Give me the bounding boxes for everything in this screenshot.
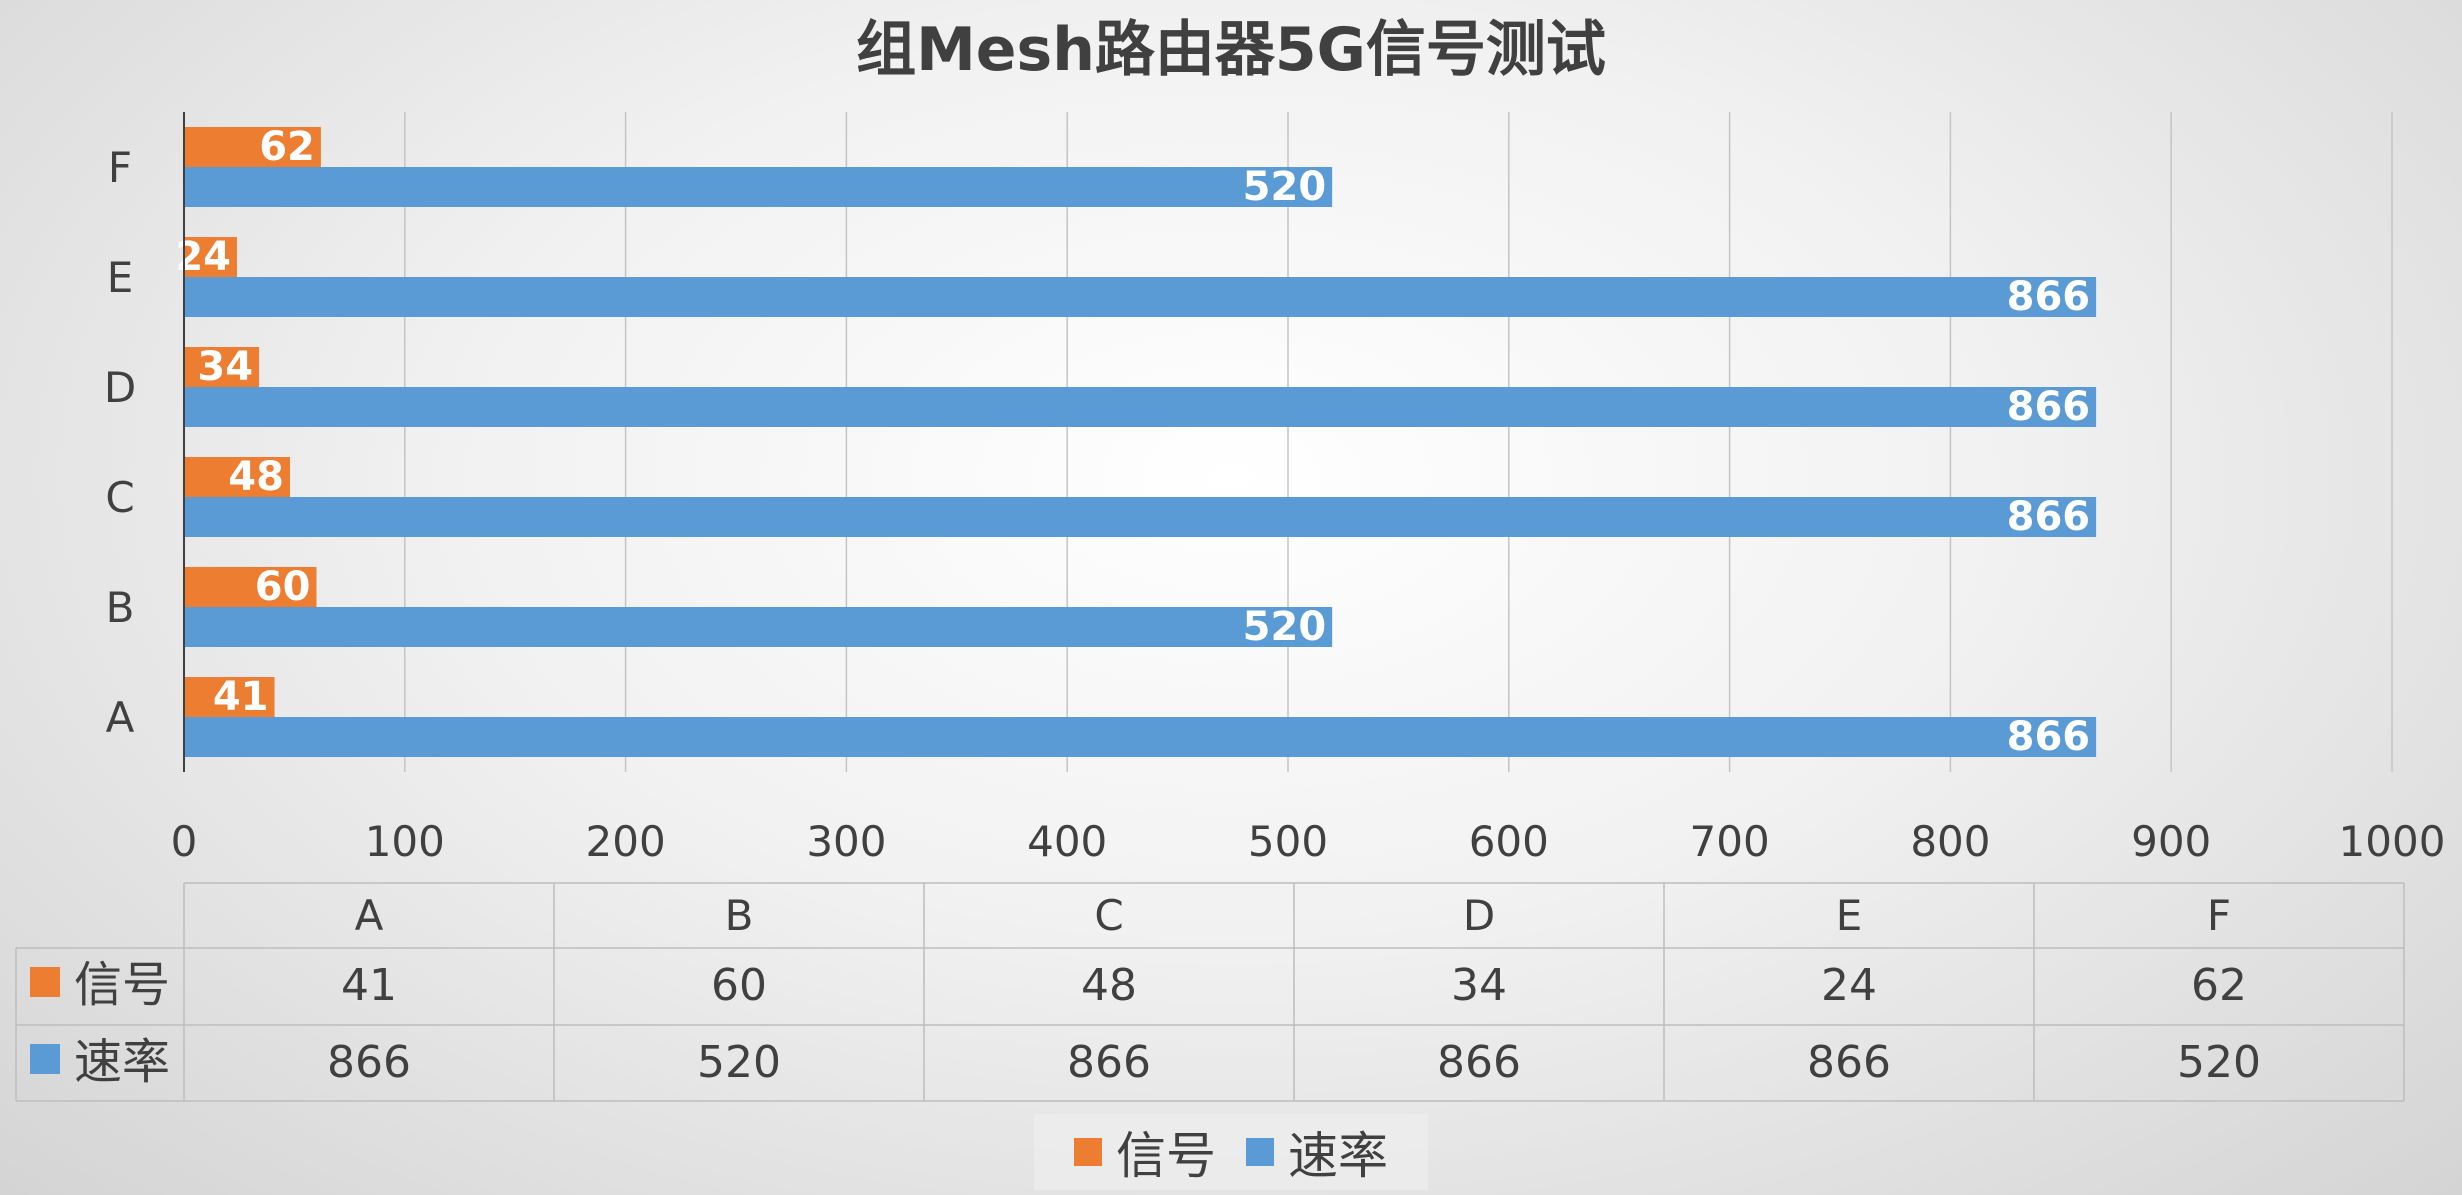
bar-signal	[184, 347, 260, 387]
table-cell-signal: 48	[1081, 960, 1137, 1011]
legend: 信号 速率	[1034, 1114, 1428, 1190]
table-swatch-rate	[30, 1044, 60, 1074]
data-label-rate: 866	[2007, 714, 2091, 760]
table-cell-rate: 866	[327, 1037, 411, 1088]
y-tick-label: F	[108, 143, 132, 192]
legend-item-signal: 信号	[1074, 1116, 1216, 1188]
x-tick-label: 500	[1248, 817, 1328, 866]
x-tick-label: 1000	[2339, 817, 2446, 866]
table-cell-signal: 41	[341, 960, 397, 1011]
table-header-cell: D	[1463, 891, 1495, 940]
legend-label-signal: 信号	[1116, 1127, 1216, 1185]
data-label-rate: 520	[1243, 164, 1327, 210]
bar-rate	[184, 167, 1333, 207]
bar-rate	[184, 717, 2097, 757]
data-label-rate: 866	[2007, 494, 2091, 540]
bar-rate	[184, 277, 2097, 317]
x-tick-label: 300	[806, 817, 886, 866]
y-tick-label: C	[105, 473, 134, 522]
table-header-cell: C	[1094, 891, 1123, 940]
data-label-signal: 60	[255, 564, 311, 610]
y-tick-label: A	[106, 693, 135, 742]
bar-rate	[184, 387, 2097, 427]
table-cell-signal: 60	[711, 960, 767, 1011]
data-label-signal: 62	[259, 124, 315, 170]
bar-rate	[184, 497, 2097, 537]
legend-swatch-rate	[1246, 1138, 1274, 1166]
table-row-header-signal: 信号	[74, 957, 170, 1013]
y-tick-label: E	[107, 253, 134, 302]
data-label-rate: 866	[2007, 384, 2091, 430]
table-cell-rate: 520	[697, 1037, 781, 1088]
data-label-rate: 866	[2007, 274, 2091, 320]
table-cell-rate: 866	[1067, 1037, 1151, 1088]
x-tick-label: 400	[1027, 817, 1107, 866]
bar-signal	[184, 677, 275, 717]
data-label-signal: 34	[197, 344, 253, 390]
x-tick-label: 0	[171, 817, 198, 866]
table-cell-rate: 866	[1437, 1037, 1521, 1088]
x-tick-label: 200	[586, 817, 666, 866]
table-cell-signal: 62	[2191, 960, 2247, 1011]
bar-signal	[184, 127, 321, 167]
data-label-signal: 48	[228, 454, 284, 500]
x-tick-label: 900	[2131, 817, 2211, 866]
bar-signal	[184, 237, 237, 277]
table-cell-signal: 34	[1451, 960, 1507, 1011]
x-tick-label: 700	[1690, 817, 1770, 866]
legend-label-rate: 速率	[1288, 1127, 1388, 1185]
y-tick-label: B	[106, 583, 135, 632]
bar-rate	[184, 607, 1333, 647]
table-header-cell: F	[2207, 891, 2231, 940]
x-tick-label: 800	[1910, 817, 1990, 866]
legend-item-rate: 速率	[1246, 1116, 1388, 1188]
table-header-cell: E	[1836, 891, 1863, 940]
table-header-cell: A	[355, 891, 384, 940]
x-tick-label: 100	[365, 817, 445, 866]
legend-swatch-signal	[1074, 1138, 1102, 1166]
bar-signal	[184, 567, 317, 607]
bar-signal	[184, 457, 290, 497]
table-cell-rate: 866	[1807, 1037, 1891, 1088]
data-label-rate: 520	[1243, 604, 1327, 650]
table-cell-rate: 520	[2177, 1037, 2261, 1088]
table-header-cell: B	[725, 891, 754, 940]
table-swatch-signal	[30, 967, 60, 997]
data-label-signal: 41	[213, 674, 269, 720]
table-cell-signal: 24	[1821, 960, 1877, 1011]
y-tick-label: D	[104, 363, 136, 412]
chart-title: 组Mesh路由器5G信号测试	[856, 15, 1606, 85]
x-tick-label: 600	[1469, 817, 1549, 866]
table-row-header-rate: 速率	[74, 1034, 170, 1090]
